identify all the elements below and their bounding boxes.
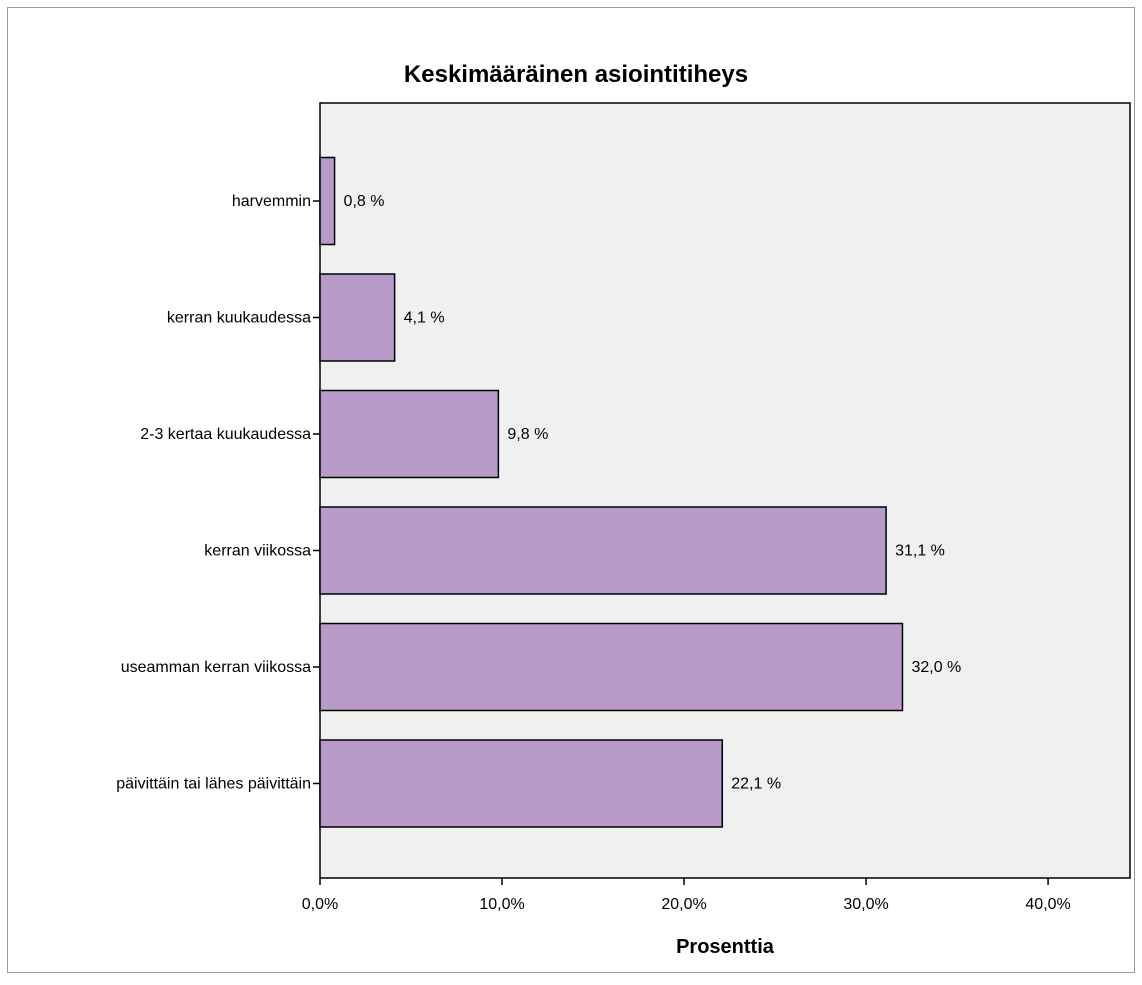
- y-tick-label-4: useamman kerran viikossa: [121, 659, 311, 676]
- x-tick-label-2: 20,0%: [661, 896, 706, 913]
- y-tick-label-5: päivittäin tai lähes päivittäin: [116, 776, 311, 793]
- data-label-1: 4,1 %: [404, 310, 445, 327]
- data-label-5: 22,1 %: [731, 776, 781, 793]
- bar-3: [319, 506, 887, 595]
- y-tick-label-2: 2-3 kertaa kuukaudessa: [140, 426, 311, 443]
- x-tick-label-3: 30,0%: [843, 896, 888, 913]
- bar-4: [319, 622, 904, 712]
- bars-layer: 0,8 % 4,1 % 9,8 % 31,1 % 32,0 % 22,1 %: [319, 156, 961, 828]
- bar-1: [319, 273, 396, 362]
- x-tick-label-0: 0,0%: [302, 896, 338, 913]
- y-axis: harvemmin kerran kuukaudessa 2-3 kertaa ku…: [116, 193, 320, 793]
- x-axis-label: Prosenttia: [676, 936, 775, 958]
- y-tick-label-3: kerran viikossa: [204, 543, 311, 560]
- x-tick-label-4: 40,0%: [1025, 896, 1070, 913]
- data-label-4: 32,0 %: [911, 659, 961, 676]
- data-label-2: 9,8 %: [507, 426, 548, 443]
- bar-0: [319, 156, 336, 246]
- data-label-3: 31,1 %: [895, 543, 945, 560]
- bar-5: [319, 739, 724, 828]
- x-tick-label-1: 10,0%: [479, 896, 524, 913]
- bar-2: [319, 389, 500, 479]
- y-tick-label-1: kerran kuukaudessa: [167, 310, 311, 327]
- chart-title: Keskimääräinen asiointitiheys: [404, 61, 748, 88]
- data-label-0: 0,8 %: [344, 193, 385, 210]
- x-axis: 0,0% 10,0% 20,0% 30,0% 40,0%: [302, 878, 1071, 913]
- y-tick-label-0: harvemmin: [232, 193, 311, 210]
